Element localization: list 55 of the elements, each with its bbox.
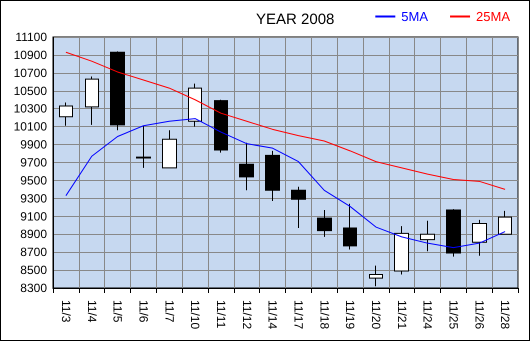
candlestick xyxy=(239,142,254,191)
x-tick-label: 11/17 xyxy=(291,300,306,330)
x-tick-label: 11/6 xyxy=(136,300,150,323)
x-tick-label: 11/4 xyxy=(84,300,99,323)
x-tick-label: 11/25 xyxy=(446,300,460,330)
candlestick xyxy=(188,83,202,128)
candlestick xyxy=(85,76,99,126)
y-tick-label: 10100 xyxy=(14,120,48,134)
y-tick-label: 8700 xyxy=(20,245,48,260)
x-tick-label: 11/11 xyxy=(214,300,228,329)
x-tick-label: 11/14 xyxy=(266,300,280,330)
x-tick-label: 11/18 xyxy=(317,300,332,330)
legend-label: 5MA xyxy=(401,9,428,24)
candlestick xyxy=(136,125,151,168)
legend-label: 25MA xyxy=(476,9,510,24)
candlestick xyxy=(394,226,409,276)
y-tick-label: 10500 xyxy=(14,84,48,98)
x-tick-label: 11/3 xyxy=(58,300,73,323)
candlestick xyxy=(317,210,332,238)
x-tick-label: 11/20 xyxy=(368,300,383,330)
candlestick xyxy=(265,150,280,202)
y-tick-label: 10300 xyxy=(14,102,48,116)
candlestick xyxy=(59,102,73,126)
x-tick-label: 11/24 xyxy=(420,300,435,330)
candlestick xyxy=(472,219,487,256)
y-tick-label: 8500 xyxy=(20,263,48,278)
candlestick xyxy=(291,186,306,228)
x-tick-label: 11/7 xyxy=(162,300,176,323)
y-tick-label: 9700 xyxy=(20,156,48,170)
x-tick-label: 11/19 xyxy=(343,300,358,330)
y-tick-label: 10900 xyxy=(14,48,48,62)
x-tick-label: 11/5 xyxy=(110,300,125,323)
y-tick-label: 9500 xyxy=(20,173,48,188)
candlestick xyxy=(162,130,177,168)
x-tick-label: 11/26 xyxy=(472,300,486,330)
x-tick-label: 11/28 xyxy=(498,300,512,330)
candlestick xyxy=(110,50,125,131)
y-tick-label: 10700 xyxy=(14,66,48,80)
x-tick-label: 11/10 xyxy=(188,300,202,330)
chart-title: YEAR 2008 xyxy=(256,11,334,28)
x-tick-label: 11/12 xyxy=(240,300,254,330)
y-tick-label: 9900 xyxy=(20,138,48,152)
candlestick xyxy=(420,220,435,252)
candlestick xyxy=(343,203,357,250)
candlestick xyxy=(214,99,228,154)
y-tick-label: 11100 xyxy=(15,30,48,44)
y-tick-label: 8900 xyxy=(20,227,48,242)
candlestick xyxy=(498,210,512,235)
candlestick xyxy=(446,208,461,258)
x-tick-label: 11/21 xyxy=(394,300,409,330)
y-tick-label: 8300 xyxy=(20,281,48,295)
y-tick-label: 9300 xyxy=(20,191,48,206)
line-series xyxy=(65,52,506,190)
line-series xyxy=(65,118,506,248)
y-tick-label: 9100 xyxy=(20,209,48,224)
